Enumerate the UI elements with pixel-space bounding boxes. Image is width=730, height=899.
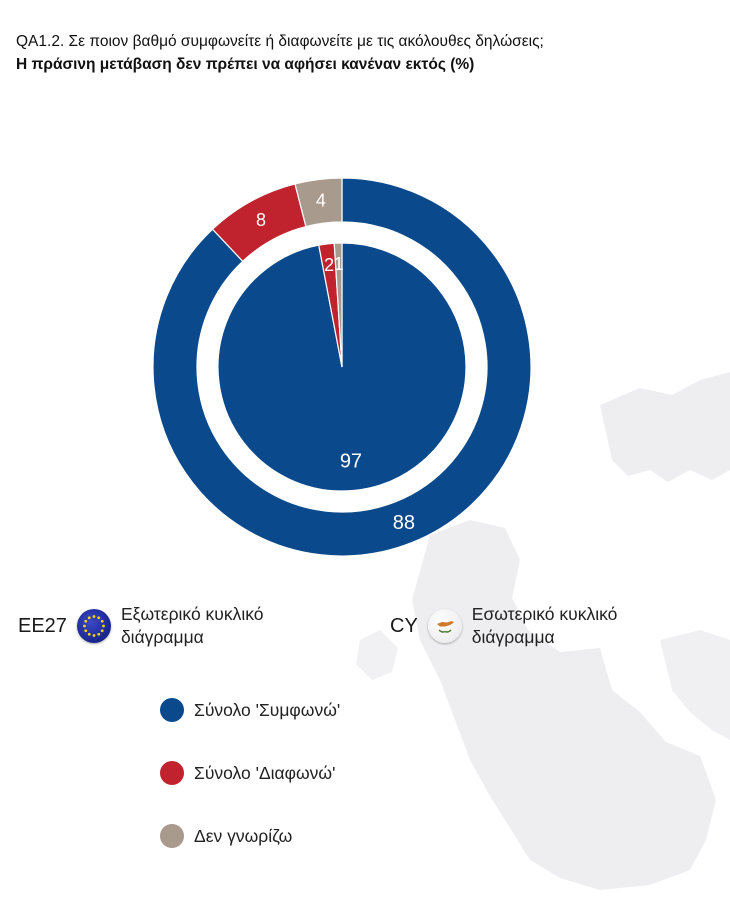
chart-legend: Σύνολο 'Συμφωνώ' Σύνολο 'Διαφωνώ' Δεν γν… — [160, 695, 340, 884]
inner-ring-key: CY Εσωτερικό κυκλικό διάγραμμα — [390, 603, 672, 649]
ee27-slice-agree — [152, 177, 532, 557]
map-shape-east — [660, 630, 730, 740]
legend-item-disagree: Σύνολο 'Διαφωνώ' — [160, 758, 340, 788]
title-statement: Η πράσινη μετάβαση δεν πρέπει να αφήσει … — [16, 56, 475, 73]
map-shape-britain — [412, 520, 716, 890]
outer-region-text: Εξωτερικό κυκλικό διάγραμμα — [120, 604, 264, 647]
legend-swatch-dont-know — [160, 824, 184, 848]
title-question: QA1.2. Σε ποιον βαθμό συμφωνείτε ή διαφω… — [16, 33, 544, 50]
map-shape-north — [600, 372, 730, 482]
inner-region-text: Εσωτερικό κυκλικό διάγραμμα — [471, 604, 618, 647]
cy-slice-dont-know — [333, 242, 343, 368]
cy-label-disagree: 2 — [324, 255, 334, 275]
cy-label-agree: 97 — [340, 451, 362, 473]
legend-item-dont-know: Δεν γνωρίζω — [160, 821, 340, 851]
chart-title: QA1.2. Σε ποιον βαθμό συμφωνείτε ή διαφω… — [16, 30, 721, 76]
outer-region-code: EE27 — [18, 614, 67, 637]
eu-flag-icon — [76, 609, 111, 643]
cy-label-dont-know: 1 — [334, 254, 344, 274]
ee27-label-agree: 88 — [393, 512, 415, 534]
ee27-label-disagree: 8 — [256, 210, 266, 230]
cyprus-flag-icon — [427, 609, 462, 643]
legend-label-dont-know: Δεν γνωρίζω — [194, 825, 293, 846]
inner-region-code: CY — [390, 614, 418, 637]
legend-item-agree: Σύνολο 'Συμφωνώ' — [160, 695, 340, 725]
ee27-label-dont-know: 4 — [316, 190, 326, 210]
legend-label-agree: Σύνολο 'Συμφωνώ' — [194, 699, 341, 720]
legend-swatch-disagree — [160, 761, 184, 785]
map-shape-island — [356, 630, 398, 680]
outer-ring-key: EE27 Εξωτερικό κυκλικό διάγραμμα — [18, 603, 321, 649]
legend-label-disagree: Σύνολο 'Διαφωνώ' — [194, 762, 336, 783]
legend-swatch-agree — [160, 698, 184, 722]
ee27-slice-dont-know — [294, 177, 343, 228]
